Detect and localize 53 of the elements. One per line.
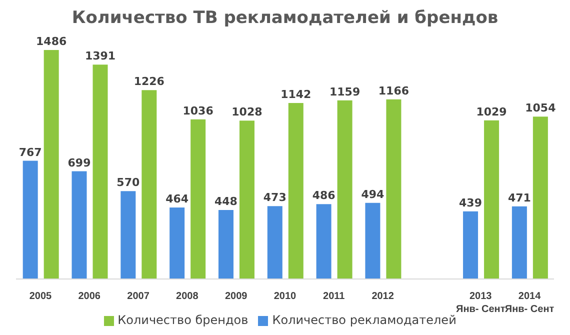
bar: [316, 204, 332, 279]
bar: [218, 210, 234, 279]
legend-label: Количество рекламодателей: [272, 313, 456, 327]
x-tick-label: 2013 Янв- Сент: [456, 291, 506, 315]
x-tick-label: 2006: [78, 291, 101, 302]
x-tick-label: 2010: [274, 291, 297, 302]
x-tick-label: 2008: [176, 291, 199, 302]
bar: [190, 119, 206, 279]
data-label: 464: [166, 192, 189, 206]
data-label: 439: [459, 196, 482, 210]
data-label: 486: [312, 189, 336, 202]
data-label: 494: [361, 188, 385, 201]
data-label: 1486: [36, 35, 67, 48]
bar: [267, 206, 282, 279]
data-label: 1391: [84, 50, 116, 63]
x-tick-label: 2012: [372, 291, 394, 302]
x-tick-label: 2014 Янв- Сент: [504, 291, 554, 315]
bar: [484, 120, 500, 279]
x-tick-label: 2009: [224, 291, 248, 302]
bar: [44, 50, 59, 279]
bar: [386, 99, 402, 279]
data-label: 1226: [134, 75, 165, 88]
bar: [170, 207, 185, 279]
legend-label: Количество брендов: [118, 313, 248, 327]
data-label: 1142: [280, 88, 312, 102]
bar: [337, 100, 352, 279]
bar: [365, 202, 380, 279]
bar: [288, 103, 304, 279]
data-label: 1166: [378, 84, 410, 98]
data-label: 1159: [329, 85, 360, 98]
bar: [532, 116, 548, 279]
bar: [463, 211, 478, 279]
bar: [512, 206, 527, 279]
bar: [142, 90, 157, 279]
bar: [72, 171, 87, 279]
data-label: 471: [508, 191, 531, 204]
data-label: 1036: [182, 104, 214, 118]
data-label: 1028: [232, 106, 262, 119]
bar: [92, 64, 108, 279]
x-tick-label: 2007: [127, 291, 150, 302]
x-tick-label: 2005: [29, 291, 52, 302]
data-label: 1029: [476, 105, 507, 118]
data-label: 1054: [525, 102, 556, 115]
x-tick-label: 2011: [323, 291, 346, 302]
bar: [120, 191, 136, 279]
bar: [22, 160, 38, 279]
data-label: 570: [116, 176, 140, 190]
data-label: 473: [263, 191, 286, 204]
data-label: 767: [18, 146, 42, 159]
data-label: 699: [68, 156, 91, 170]
bar: [239, 120, 254, 279]
data-label: 448: [214, 194, 238, 208]
chart-title: Количество ТВ рекламодателей и брендов: [70, 8, 500, 30]
